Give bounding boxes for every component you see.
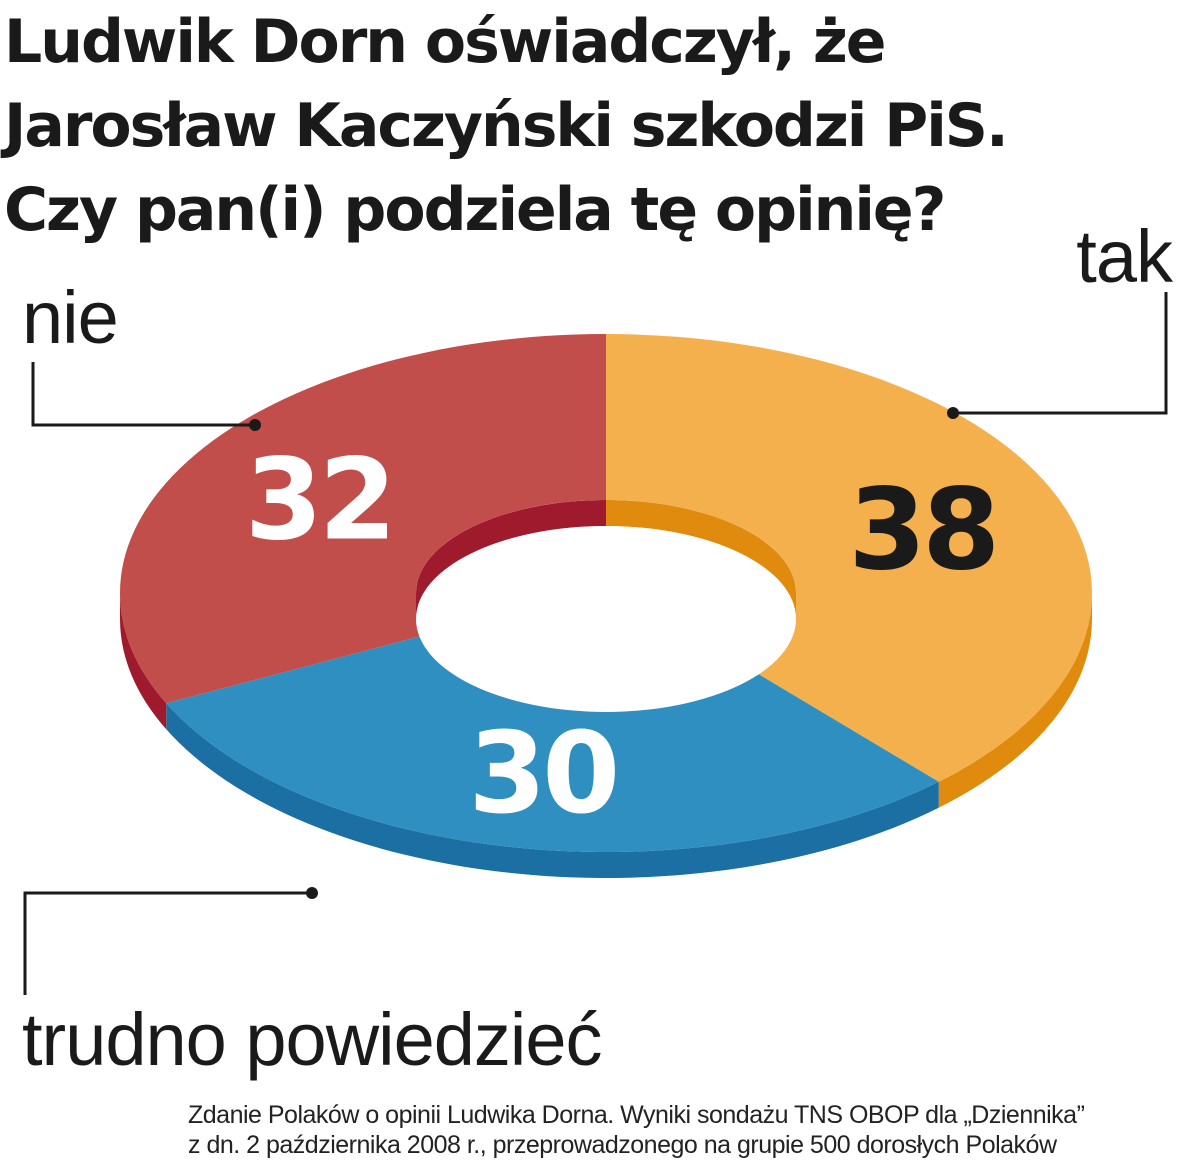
leader-dot-trudno-powiedziec — [306, 887, 318, 899]
outer-side-tak — [938, 593, 1092, 808]
source-line-1: Zdanie Polaków o opinii Ludwika Dorna. W… — [188, 1101, 1085, 1129]
inner-side-nie-b — [416, 500, 606, 619]
leader-line-nie — [31, 362, 255, 427]
chart-labels: 38 30 32 tak trudno powiedzieć nie — [22, 215, 1175, 1081]
slice-tak — [606, 334, 1092, 782]
leader-line-tak — [953, 292, 1168, 415]
value-label-nie: 32 — [245, 435, 393, 565]
slice-trudno-powiedziec — [166, 632, 939, 853]
value-label-tak: 38 — [848, 466, 996, 596]
source-line-2: z dn. 2 października 2008 r., przeprowad… — [188, 1131, 1057, 1159]
inner-side-tak — [606, 500, 796, 619]
leader-dot-tak — [947, 407, 959, 419]
chart-title: Ludwik Dorn oświadczył, że Jarosław Kacz… — [4, 7, 1009, 245]
category-label-nie: nie — [22, 276, 118, 359]
leader-line-trudno-powiedziec — [23, 891, 312, 995]
source-note: Zdanie Polaków o opinii Ludwika Dorna. W… — [188, 1100, 1188, 1160]
outer-side-nie — [120, 593, 167, 730]
leader-lines — [23, 292, 1168, 995]
donut-sides — [120, 593, 1092, 879]
category-label-trudno-powiedziec: trudno powiedzieć — [22, 998, 601, 1081]
leader-dot-nie — [249, 419, 261, 431]
category-label-tak: tak — [1076, 215, 1174, 298]
outer-side-trudno-powiedziec — [166, 703, 939, 879]
donut-hole-floor — [416, 526, 796, 712]
value-label-trudno-powiedziec: 30 — [468, 709, 616, 839]
